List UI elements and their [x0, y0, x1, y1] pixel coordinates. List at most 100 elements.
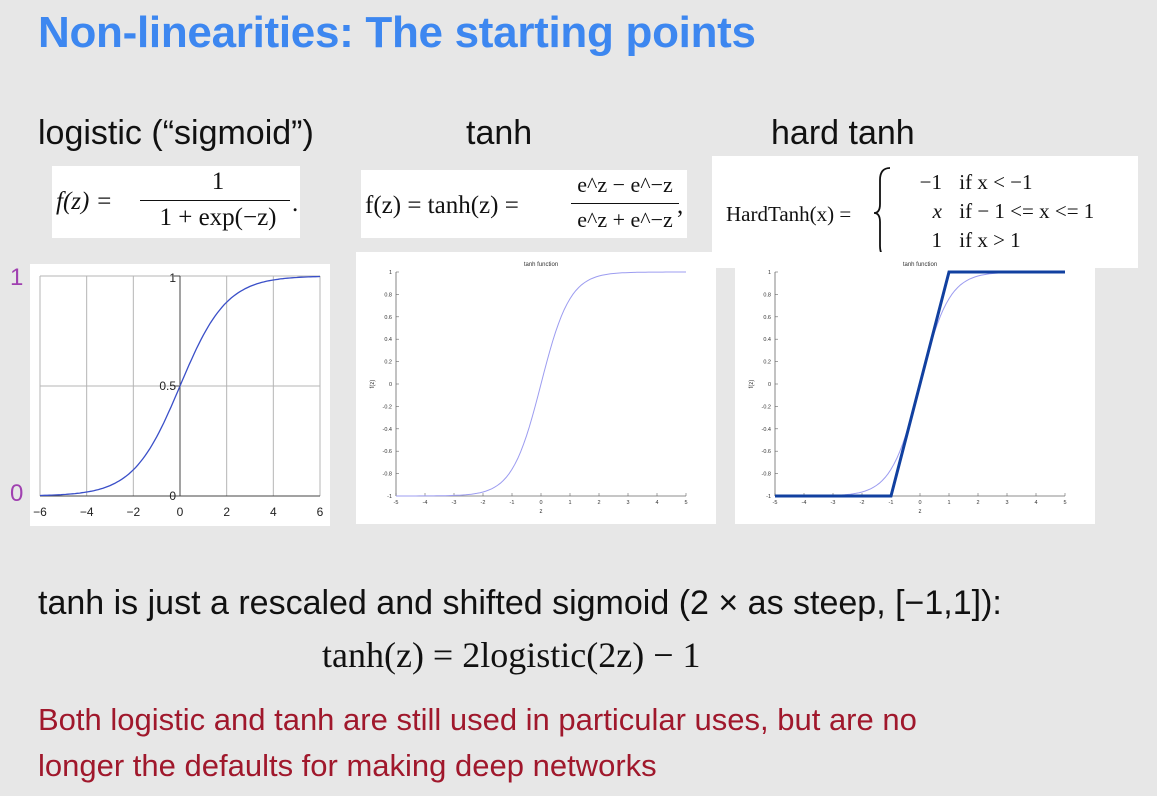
y-tick-label: -0.2	[762, 404, 771, 410]
case-row: −1 if x < −1	[898, 170, 1138, 199]
tanh-numerator: e^z − e^−z	[577, 172, 673, 197]
tanh-formula: f(z) = tanh(z) = e^z − e^−z e^z + e^−z ,	[361, 170, 687, 238]
x-tick-label: -4	[423, 500, 428, 506]
y-tick-label: -0.4	[762, 427, 771, 433]
logistic-formula: f(z) = 1 1 + exp(−z) .	[52, 166, 300, 238]
tanh-curve	[396, 271, 686, 497]
x-tick-label: 5	[1063, 500, 1066, 506]
x-tick-label: 4	[1034, 500, 1037, 506]
y-tick-label: 0.2	[384, 360, 392, 366]
logistic-trail: .	[292, 190, 299, 217]
tanh-denominator: e^z + e^−z	[577, 207, 673, 232]
logistic-y-bottom-label: 0	[10, 480, 24, 507]
logistic-denominator: 1 + exp(−z)	[159, 204, 277, 231]
case-condition: if − 1 <= x <= 1	[959, 199, 1095, 223]
logistic-formula-lhs: f(z) =	[56, 188, 113, 215]
x-tick-label: 0	[539, 500, 542, 506]
x-tick-label: 1	[568, 500, 571, 506]
red-note-line-2: longer the defaults for making deep netw…	[38, 748, 657, 783]
y-tick-label: 0	[169, 489, 176, 503]
x-axis-label: z	[540, 509, 543, 515]
x-tick-label: 3	[1005, 500, 1008, 506]
x-tick-label: 4	[655, 500, 658, 506]
y-tick-label: 0.4	[384, 337, 392, 343]
logistic-heading: logistic (“sigmoid”)	[38, 114, 314, 152]
x-tick-label: 3	[626, 500, 629, 506]
x-tick-label: -2	[481, 500, 486, 506]
case-condition: if x < −1	[959, 170, 1033, 194]
y-tick-label: 1	[169, 271, 176, 285]
y-tick-label: 0.8	[384, 292, 392, 298]
tanh-formula-lhs: f(z) = tanh(z) =	[365, 192, 519, 219]
hardtanh-line	[775, 270, 1065, 498]
x-tick-label: -2	[860, 500, 865, 506]
case-value: 1	[931, 228, 943, 252]
y-tick-label: 0.6	[763, 315, 771, 321]
chart-title: tanh function	[903, 262, 937, 268]
relation-text: tanh is just a rescaled and shifted sigm…	[38, 584, 1002, 622]
x-tick-label: -5	[394, 500, 399, 506]
y-tick-label: 0.6	[384, 315, 392, 321]
y-tick-label: -1	[766, 494, 771, 500]
x-tick-label: -3	[452, 500, 457, 506]
x-tick-label: -3	[831, 500, 836, 506]
x-tick-label: -1	[889, 500, 894, 506]
case-row: x if − 1 <= x <= 1	[898, 199, 1138, 228]
sigmoid-chart: −6 −4 −2 0 2 4 6 0 0.5 1	[30, 264, 330, 526]
hardtanh-cases: −1 if x < −1 x if − 1 <= x <= 1 1 if x >…	[898, 170, 1138, 257]
y-axis-label: f(z)	[370, 380, 376, 389]
chart-title: tanh function	[524, 262, 558, 268]
tanh-chart: tanh function -1 -0.8 -0.6 -0.4 -0.2 0 0.2 0.4 0.…	[356, 252, 716, 524]
red-note-line-1: Both logistic and tanh are still used in…	[38, 702, 917, 737]
case-value: x	[932, 199, 942, 223]
y-tick-label: 0	[389, 382, 392, 388]
y-tick-label: -0.8	[383, 472, 392, 478]
hardtanh-formula-lhs: HardTanh(x) =	[726, 202, 852, 226]
fraction-bar	[140, 200, 290, 201]
hardtanh-heading: hard tanh	[771, 114, 915, 152]
x-tick-label: 0	[918, 500, 921, 506]
y-tick-label: 1	[768, 270, 771, 276]
x-tick-label: −2	[126, 505, 140, 519]
left-brace	[873, 167, 891, 259]
y-tick-label: -0.6	[762, 449, 771, 455]
tanh-trail: ,	[677, 192, 684, 219]
fraction-bar	[571, 203, 679, 204]
case-value: −1	[919, 170, 942, 194]
y-axis-label: f(z)	[749, 380, 755, 389]
y-tick-label: 0.2	[763, 360, 771, 366]
x-tick-label: 1	[947, 500, 950, 506]
x-tick-label: -1	[510, 500, 515, 506]
x-tick-label: 0	[177, 505, 184, 519]
hardtanh-chart: tanh function -1 -0.8 -0.6 -0.4 -0.2 0 0.2 0.4 0.…	[735, 252, 1095, 524]
case-row: 1 if x > 1	[898, 228, 1138, 257]
case-condition: if x > 1	[959, 228, 1021, 252]
logistic-numerator: 1	[211, 168, 225, 195]
x-tick-label: 5	[684, 500, 687, 506]
y-tick-label: -0.4	[383, 427, 392, 433]
x-tick-label: 2	[597, 500, 600, 506]
y-tick-label: 0.5	[159, 379, 176, 393]
x-tick-label: -4	[802, 500, 807, 506]
x-tick-label: −4	[80, 505, 94, 519]
y-tick-label: 0.8	[763, 292, 771, 298]
x-tick-label: 2	[976, 500, 979, 506]
x-axis-label: z	[919, 509, 922, 515]
relation-formula: tanh(z) = 2logistic(2z) − 1	[322, 635, 701, 675]
y-tick-label: -0.8	[762, 472, 771, 478]
y-tick-label: 1	[389, 270, 392, 276]
tanh-heading: tanh	[466, 114, 533, 152]
x-tick-label: 4	[270, 505, 277, 519]
y-tick-label: -1	[387, 494, 392, 500]
logistic-y-top-label: 1	[10, 264, 24, 291]
x-tick-label: 2	[223, 505, 230, 519]
x-tick-label: 6	[317, 505, 324, 519]
y-tick-label: 0.4	[763, 337, 771, 343]
hardtanh-formula: HardTanh(x) = −1 if x < −1 x if − 1 <= x…	[712, 156, 1138, 268]
y-tick-label: -0.6	[383, 449, 392, 455]
x-tick-label: −6	[33, 505, 47, 519]
x-tick-label: -5	[773, 500, 778, 506]
y-tick-label: -0.2	[383, 404, 392, 410]
y-tick-label: 0	[768, 382, 771, 388]
slide-title: Non-linearities: The starting points	[38, 8, 756, 57]
